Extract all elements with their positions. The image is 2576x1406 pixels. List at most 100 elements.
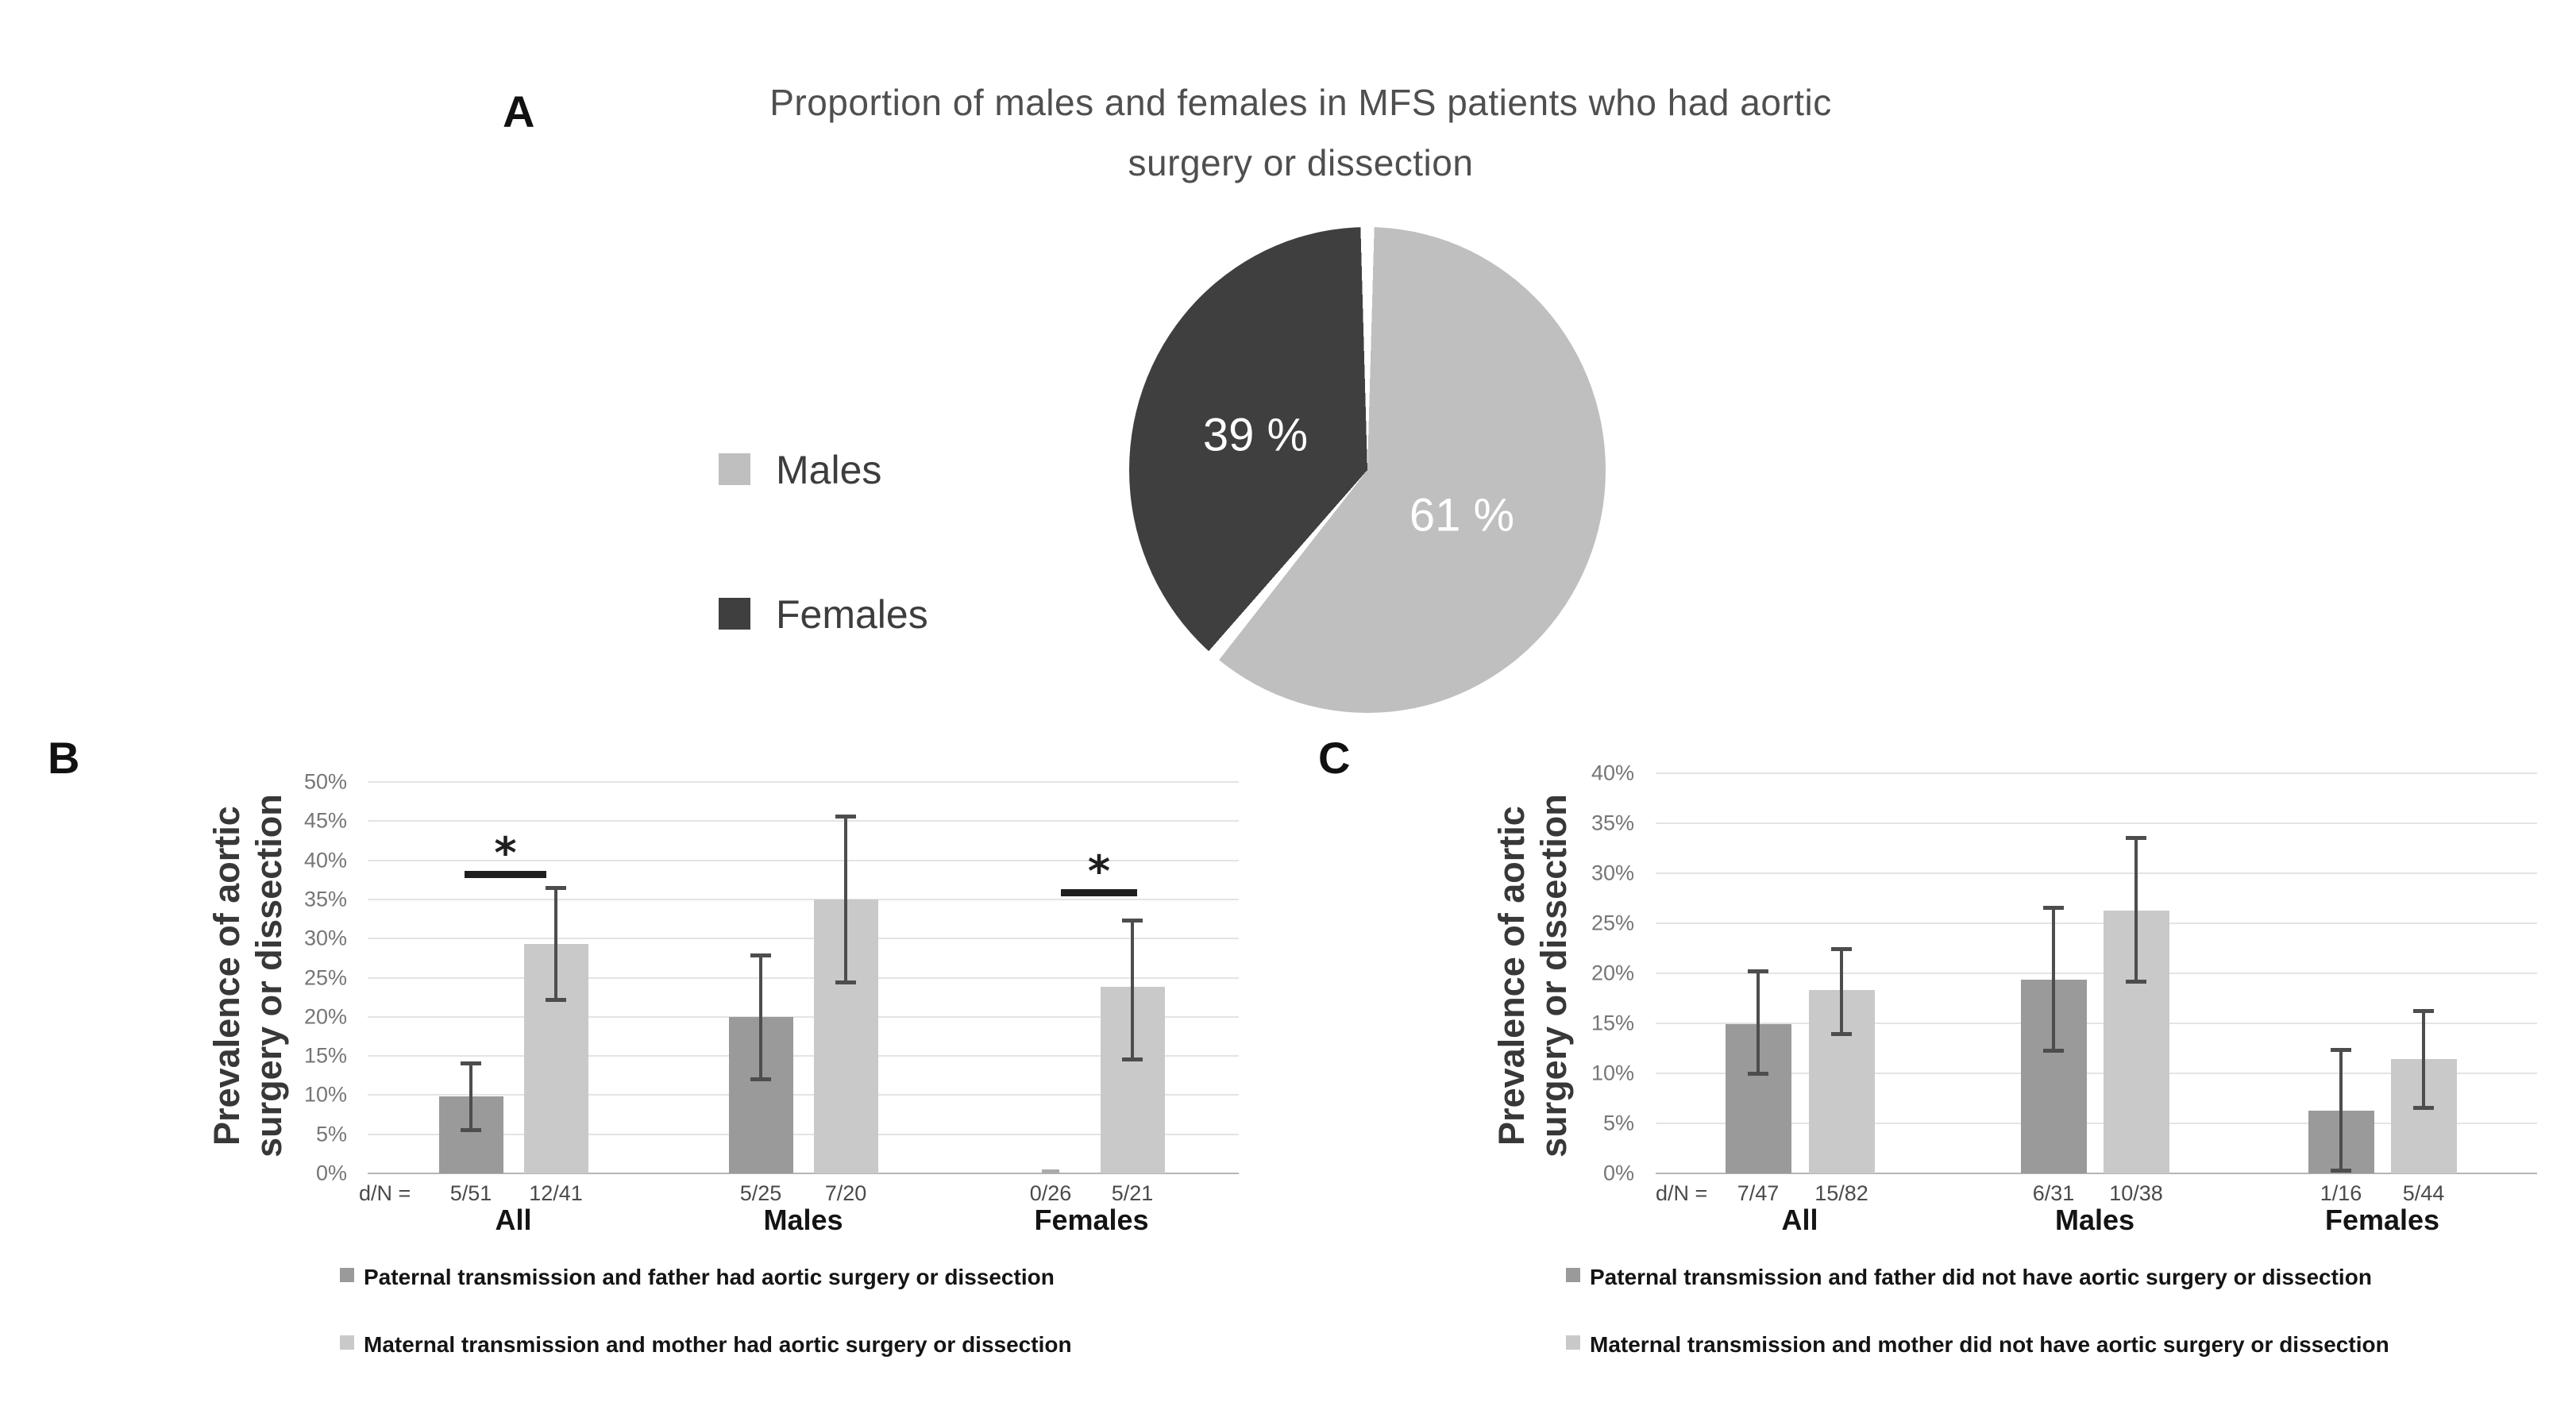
chart-c-dn-prefix: d/N = xyxy=(1656,1181,1708,1205)
chart-b-ytick-15: 15% xyxy=(303,1043,347,1068)
chart-c-errorcap-bottom-females-s0 xyxy=(2331,1169,2351,1173)
chart-c-dn-males-s0: 6/31 xyxy=(2032,1181,2075,1205)
chart-c-category-label-all: All xyxy=(1781,1204,1818,1236)
chart-b-ytick-45: 45% xyxy=(303,808,347,833)
chart-b-significance-bar-all xyxy=(465,871,546,879)
chart-b-errorcap-bottom-males-s1 xyxy=(835,980,856,985)
chart-b-errorbar-males-s0 xyxy=(759,954,762,1079)
chart-c-errorbar-females-s0 xyxy=(2339,1049,2343,1171)
chart-c-gridline-40 xyxy=(1656,772,2537,774)
chart-b-errorcap-bottom-all-s0 xyxy=(461,1127,481,1132)
chart-c-category-label-males: Males xyxy=(2054,1204,2135,1236)
chart-b-errorcap-top-all-s0 xyxy=(461,1061,481,1065)
chart-c-errorcap-top-females-s0 xyxy=(2331,1047,2351,1052)
chart-b-gridline-10 xyxy=(368,1094,1239,1096)
pie-legend-males-swatch xyxy=(719,453,750,485)
chart-c-dn-females-s1: 5/44 xyxy=(2402,1181,2445,1205)
chart-c-gridline-15 xyxy=(1656,1023,2537,1024)
chart-b-errorcap-top-all-s1 xyxy=(546,886,566,891)
chart-b-ytick-50: 50% xyxy=(303,769,347,794)
chart-c-dn-all-s1: 15/82 xyxy=(1814,1181,1868,1205)
chart-c-ytick-20: 20% xyxy=(1591,961,1634,985)
chart-c-dn-males-s1: 10/38 xyxy=(2109,1181,2163,1205)
chart-b-errorcap-bottom-all-s1 xyxy=(546,998,566,1003)
pie-legend-males-label: Males xyxy=(776,448,882,492)
chart-c-errorcap-bottom-females-s1 xyxy=(2413,1105,2434,1110)
chart-c-gridline-5 xyxy=(1656,1123,2537,1124)
panel-b-letter: B xyxy=(48,733,80,783)
chart-b-gridline-5 xyxy=(368,1133,1239,1135)
chart-c-errorcap-top-males-s0 xyxy=(2043,905,2064,910)
chart-c-ytick-30: 30% xyxy=(1591,861,1634,885)
chart-b-dn-females-s1: 5/21 xyxy=(1111,1181,1154,1205)
panel-c-letter: C xyxy=(1318,733,1351,783)
chart-b-errorbar-females-s1 xyxy=(1131,919,1134,1060)
chart-b-category-label-females: Females xyxy=(1034,1204,1149,1236)
panel-a-letter: A xyxy=(503,87,535,137)
pie-legend-females-label: Females xyxy=(776,592,928,637)
chart-b-gridline-40 xyxy=(368,859,1239,861)
chart-c-gridline-20 xyxy=(1656,973,2537,974)
chart-c-dn-females-s0: 1/16 xyxy=(2320,1181,2362,1205)
chart-b-errorbar-all-s0 xyxy=(469,1062,472,1130)
chart-b-legend-swatch-1 xyxy=(340,1335,354,1350)
chart-b-dn-prefix: d/N = xyxy=(359,1181,411,1205)
chart-c-ytick-25: 25% xyxy=(1591,911,1634,935)
chart-c-gridline-30 xyxy=(1656,872,2537,874)
chart-c-ytick-0: 0% xyxy=(1602,1161,1634,1185)
chart-c-errorcap-bottom-all-s1 xyxy=(1831,1031,1852,1036)
chart-c-errorcap-top-males-s1 xyxy=(2126,835,2146,840)
chart-c-legend-label-0: Paternal transmission and father did not… xyxy=(1590,1265,2372,1289)
chart-c-gridline-0 xyxy=(1656,1173,2537,1174)
chart-b-bar-females-s0-zero xyxy=(1042,1169,1059,1173)
chart-b-dn-all-s1: 12/41 xyxy=(529,1181,583,1205)
chart-c-ytick-40: 40% xyxy=(1591,761,1634,785)
chart-b-ytick-35: 35% xyxy=(303,887,347,911)
chart-c-errorbar-females-s1 xyxy=(2422,1010,2425,1107)
chart-c-ytick-5: 5% xyxy=(1602,1111,1634,1135)
pie-slice-label-males: 61 % xyxy=(1409,489,1515,541)
chart-b-ytick-0: 0% xyxy=(315,1161,347,1185)
chart-c-errorcap-bottom-males-s0 xyxy=(2043,1049,2064,1054)
chart-b-significance-star-all: * xyxy=(494,828,517,879)
chart-b-ytick-5: 5% xyxy=(315,1122,347,1146)
chart-c-errorcap-top-all-s1 xyxy=(1831,946,1852,951)
chart-c-errorbar-all-s1 xyxy=(1840,948,1843,1034)
chart-b-errorcap-top-females-s1 xyxy=(1122,918,1143,923)
chart-b-errorcap-bottom-males-s0 xyxy=(750,1077,771,1081)
chart-b-dn-females-s0: 0/26 xyxy=(1029,1181,1072,1205)
chart-c-legend-swatch-0 xyxy=(1566,1268,1580,1282)
chart-b-significance-star-females: * xyxy=(1087,846,1111,897)
chart-b-errorcap-top-males-s1 xyxy=(835,815,856,819)
pie-legend-females-swatch xyxy=(719,598,750,630)
chart-b-ytick-25: 25% xyxy=(303,965,347,989)
panel-c-y-axis-label-line1: Prevalence of aortic xyxy=(1490,806,1532,1146)
chart-b-category-label-all: All xyxy=(495,1204,532,1236)
chart-b-gridline-30 xyxy=(368,938,1239,940)
chart-c-gridline-10 xyxy=(1656,1073,2537,1074)
chart-c-ytick-10: 10% xyxy=(1591,1061,1634,1085)
chart-c-errorbar-all-s0 xyxy=(1757,971,1760,1073)
chart-b-ytick-10: 10% xyxy=(303,1082,347,1107)
chart-c-errorbar-males-s0 xyxy=(2052,907,2055,1050)
chart-b-gridline-45 xyxy=(368,820,1239,822)
chart-b-dn-all-s0: 5/51 xyxy=(449,1181,492,1205)
chart-c-gridline-25 xyxy=(1656,923,2537,924)
chart-c-errorcap-bottom-all-s0 xyxy=(1748,1072,1768,1076)
chart-b-legend-swatch-0 xyxy=(340,1268,354,1282)
chart-c-category-label-females: Females xyxy=(2324,1204,2440,1236)
chart-b-gridline-0 xyxy=(368,1173,1239,1174)
chart-b-gridline-15 xyxy=(368,1055,1239,1057)
chart-c-errorcap-top-females-s1 xyxy=(2413,1008,2434,1013)
chart-c-legend-swatch-1 xyxy=(1566,1335,1580,1350)
chart-b-significance-bar-females xyxy=(1061,889,1137,897)
chart-b-dn-males-s0: 5/25 xyxy=(739,1181,782,1205)
chart-c-dn-all-s0: 7/47 xyxy=(1737,1181,1780,1205)
pie-chart-title-line1: Proportion of males and females in MFS p… xyxy=(769,82,1832,123)
chart-b-dn-males-s1: 7/20 xyxy=(824,1181,867,1205)
chart-c-ytick-35: 35% xyxy=(1591,811,1634,835)
chart-b-ytick-40: 40% xyxy=(303,848,347,872)
chart-b-legend-label-0: Paternal transmission and father had aor… xyxy=(364,1265,1055,1289)
chart-b-gridline-25 xyxy=(368,976,1239,979)
